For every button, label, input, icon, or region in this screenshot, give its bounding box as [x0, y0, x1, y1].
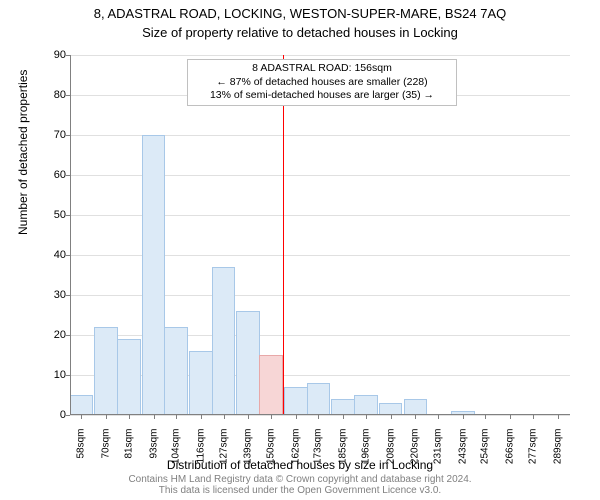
- histogram-bar: [117, 339, 141, 415]
- y-axis: [70, 55, 71, 415]
- chart-subtitle: Size of property relative to detached ho…: [0, 21, 600, 40]
- y-axis-label: Number of detached properties: [16, 70, 30, 235]
- x-tick: [248, 415, 249, 419]
- x-tick: [296, 415, 297, 419]
- histogram-bar: [70, 395, 94, 415]
- x-tick: [154, 415, 155, 419]
- x-tick: [129, 415, 130, 419]
- plot-area: 010203040506070809058sqm70sqm81sqm93sqm1…: [70, 55, 570, 415]
- chart-title: 8, ADASTRAL ROAD, LOCKING, WESTON-SUPER-…: [0, 0, 600, 21]
- annotation-line: 13% of semi-detached houses are larger (…: [194, 89, 450, 103]
- y-tick-label: 30: [36, 289, 66, 301]
- y-tick-label: 0: [36, 409, 66, 421]
- y-tick-label: 40: [36, 249, 66, 261]
- x-tick: [463, 415, 464, 419]
- x-axis-label: Distribution of detached houses by size …: [0, 458, 600, 472]
- histogram-bar: [236, 311, 260, 415]
- x-tick: [271, 415, 272, 419]
- histogram-bar: [284, 387, 308, 415]
- histogram-bar: [94, 327, 118, 415]
- y-tick-label: 50: [36, 209, 66, 221]
- histogram-bar-highlight: [259, 355, 283, 415]
- x-tick: [318, 415, 319, 419]
- x-tick: [106, 415, 107, 419]
- histogram-bar: [142, 135, 166, 415]
- annotation-line: 8 ADASTRAL ROAD: 156sqm: [194, 62, 450, 76]
- x-tick: [176, 415, 177, 419]
- x-tick: [533, 415, 534, 419]
- histogram-bar: [164, 327, 188, 415]
- histogram-bar: [307, 383, 331, 415]
- y-tick-label: 10: [36, 369, 66, 381]
- reference-line: [283, 55, 284, 415]
- histogram-bar: [189, 351, 213, 415]
- x-tick: [558, 415, 559, 419]
- histogram-bar: [354, 395, 378, 415]
- x-tick: [415, 415, 416, 419]
- x-tick: [391, 415, 392, 419]
- histogram-bar: [331, 399, 355, 415]
- x-tick: [366, 415, 367, 419]
- y-tick-label: 80: [36, 89, 66, 101]
- gridline: [70, 55, 570, 56]
- figure: 8, ADASTRAL ROAD, LOCKING, WESTON-SUPER-…: [0, 0, 600, 500]
- y-tick-label: 20: [36, 329, 66, 341]
- x-tick: [485, 415, 486, 419]
- y-tick-label: 70: [36, 129, 66, 141]
- annotation-box: 8 ADASTRAL ROAD: 156sqm← 87% of detached…: [187, 59, 457, 106]
- y-tick-label: 90: [36, 49, 66, 61]
- gridline: [70, 415, 570, 416]
- x-tick: [81, 415, 82, 419]
- x-tick: [201, 415, 202, 419]
- x-tick: [224, 415, 225, 419]
- y-tick-label: 60: [36, 169, 66, 181]
- annotation-line: ← 87% of detached houses are smaller (22…: [194, 76, 450, 90]
- y-tick: [66, 415, 70, 416]
- histogram-bar: [212, 267, 236, 415]
- histogram-bar: [404, 399, 428, 415]
- x-tick: [438, 415, 439, 419]
- x-tick: [343, 415, 344, 419]
- x-tick: [510, 415, 511, 419]
- footer-attribution: Contains HM Land Registry data © Crown c…: [0, 474, 600, 496]
- x-axis: [70, 414, 570, 415]
- footer-line: Contains HM Land Registry data © Crown c…: [0, 474, 600, 485]
- footer-line: This data is licensed under the Open Gov…: [0, 485, 600, 496]
